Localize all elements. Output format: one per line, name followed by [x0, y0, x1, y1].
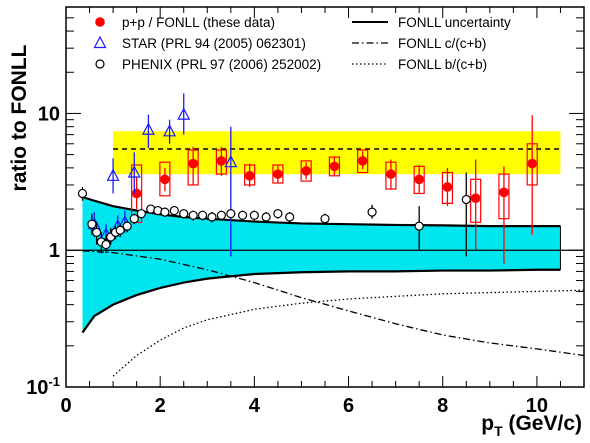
- y-tick-label: 10-1: [26, 374, 60, 399]
- data-point: [249, 210, 259, 220]
- legend-marker: [95, 59, 105, 69]
- x-axis-title: pT (GeV/c): [481, 412, 582, 439]
- x-tick-label: 8: [437, 395, 448, 417]
- y-tick-label: 1: [49, 240, 60, 262]
- data-point: [127, 165, 141, 178]
- data-point: [301, 166, 311, 176]
- bands-layer: [82, 131, 561, 333]
- data-point: [414, 174, 424, 185]
- data-point: [386, 169, 396, 179]
- systematic-box: [300, 160, 312, 182]
- fonll-lower-edge: [81, 268, 561, 334]
- fonll-c-fraction-curve: [82, 250, 584, 357]
- data-point: [329, 161, 340, 172]
- legend-marker: [95, 17, 105, 27]
- data-point: [160, 174, 170, 185]
- data-point: [216, 156, 227, 166]
- series-0: [131, 115, 538, 264]
- x-tick-label: 6: [343, 395, 354, 417]
- ticks-layer: 0 2 4 6 8 10 10-1 1 10: [26, 6, 585, 417]
- data-point: [87, 219, 97, 229]
- data-point: [442, 182, 453, 192]
- data-point: [106, 168, 120, 181]
- data-point: [461, 194, 471, 205]
- data-point: [357, 156, 368, 166]
- data-point: [216, 210, 226, 220]
- series-2: [77, 172, 471, 257]
- curves-layer: [66, 148, 584, 377]
- data-point: [115, 225, 125, 235]
- x-tick-label: 2: [155, 395, 166, 417]
- data-point: [320, 214, 330, 224]
- data-point: [131, 188, 142, 199]
- data-point: [177, 107, 191, 120]
- data-point: [169, 205, 179, 216]
- x-tick-label: 0: [60, 395, 71, 417]
- data-point: [367, 207, 377, 217]
- data-point: [273, 209, 283, 219]
- data-point: [160, 207, 170, 217]
- y-tick-label: 10: [38, 103, 60, 125]
- data-point: [499, 187, 509, 198]
- data-point: [188, 158, 198, 169]
- data-point: [122, 221, 132, 231]
- y-axis-title: ratio to FONLL: [8, 44, 31, 191]
- data-point: [237, 210, 248, 220]
- data-point: [527, 158, 537, 169]
- legend-label: FONLL c/(c+b): [398, 36, 486, 51]
- x-tick-label: 4: [249, 395, 261, 417]
- data-point: [207, 212, 217, 222]
- data-point: [197, 210, 208, 220]
- legend-label: FONLL b/(c+b): [398, 57, 487, 72]
- legend-label: p+p / FONLL (these data): [122, 15, 275, 30]
- data-point: [92, 227, 102, 237]
- data-point: [179, 209, 189, 219]
- data-point: [261, 212, 271, 222]
- legend: p+p / FONLL (these data) STAR (PRL 94 (20…: [93, 15, 511, 72]
- legend-label: FONLL uncertainty: [398, 15, 511, 30]
- legend-label: PHENIX (PRL 97 (2006) 252002): [122, 57, 321, 72]
- systematic-box: [159, 161, 171, 197]
- data-point: [141, 122, 155, 135]
- data-point: [414, 221, 424, 231]
- data-point: [101, 239, 111, 250]
- data-point: [129, 214, 139, 224]
- legend-label: STAR (PRL 94 (2005) 062301): [122, 36, 306, 51]
- data-point: [188, 210, 198, 220]
- legend-marker: [93, 35, 107, 49]
- fonll-uncertainty-band: [82, 196, 561, 333]
- systematic-box: [357, 149, 369, 174]
- fonll-b-fraction-curve: [112, 289, 584, 377]
- data-point: [244, 170, 255, 181]
- data-point: [77, 188, 88, 199]
- fonll-upper-edge: [82, 195, 561, 228]
- data-point: [224, 154, 238, 168]
- data-layer: [77, 93, 538, 264]
- data-point: [136, 209, 146, 219]
- x-tick-label: 10: [526, 395, 548, 417]
- data-point: [273, 169, 283, 179]
- data-point: [226, 209, 236, 219]
- data-point: [285, 212, 295, 222]
- data-point: [163, 124, 177, 137]
- data-point: [470, 193, 481, 204]
